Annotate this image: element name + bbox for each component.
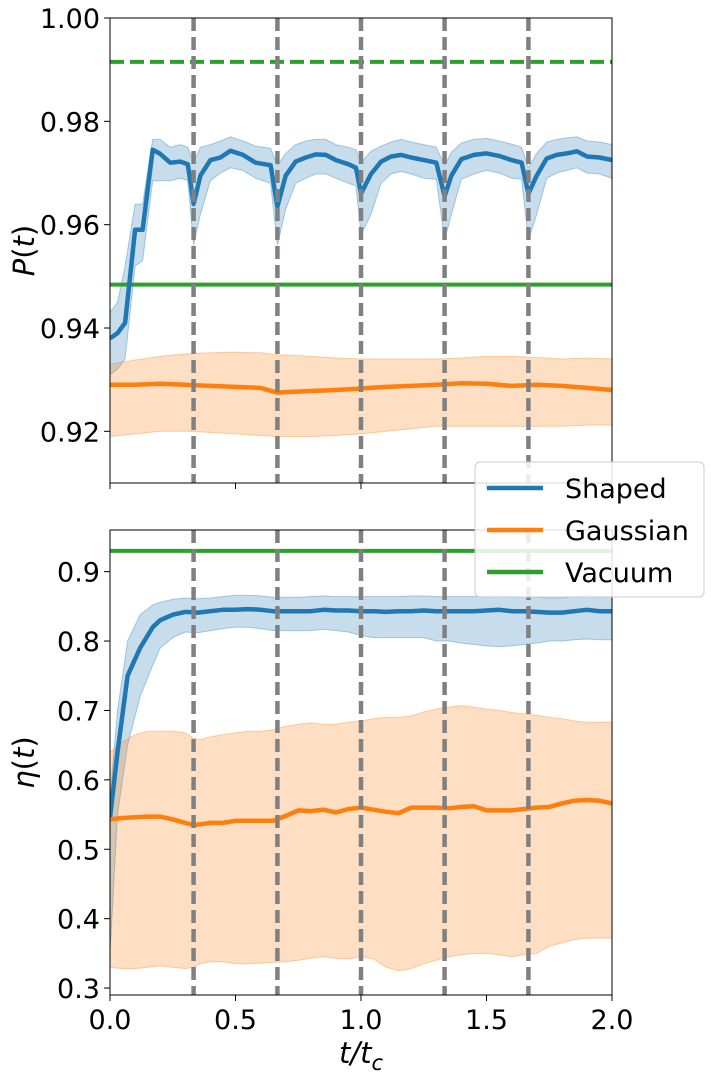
ytick-label-bottom-5: 0.8 [57,627,100,658]
ytick-label-bottom-3: 0.6 [57,766,100,797]
ytick-label-top-3: 0.98 [40,107,100,138]
xtick-label-bottom-4: 2.0 [591,1005,634,1036]
ytick-label-top-2: 0.96 [40,211,100,242]
ytick-label-bottom-1: 0.4 [57,905,100,936]
line-gaussian-top [110,381,612,395]
panel-top: 0.92 0.94 0.96 0.98 1.00 P(t) [7,4,613,489]
plot-area-top [110,18,612,483]
legend-label-vacuum: Vacuum [565,558,673,589]
ytick-label-bottom-4: 0.7 [57,696,100,727]
ylabel-top: P(t) [7,225,41,277]
xtick-label-bottom-0: 0.0 [89,1005,132,1036]
xtick-label-bottom-1: 0.5 [214,1005,257,1036]
legend-label-gaussian: Gaussian [565,516,689,547]
legend-box [474,461,705,598]
xtick-label-bottom-2: 1.0 [340,1005,383,1036]
ytick-label-bottom-2: 0.5 [57,835,100,866]
ytick-label-top-0: 0.92 [40,417,100,448]
band-shaped-bottom [110,594,612,954]
ytick-label-top-1: 0.94 [40,314,100,345]
ylabel-bottom: η(t) [7,736,41,788]
plot-area-bottom [110,530,612,995]
xlabel-bottom: t/tc [339,1036,384,1072]
line-shaped-top [110,147,612,341]
band-gaussian-top [110,351,612,438]
ytick-label-bottom-0: 0.3 [57,974,100,1005]
ytick-label-top-4: 1.00 [40,4,100,35]
legend: Shaped Gaussian Vacuum [474,461,705,598]
xtick-label-bottom-3: 1.5 [465,1005,508,1036]
ytick-label-bottom-6: 0.9 [57,558,100,589]
legend-label-shaped: Shaped [565,474,667,505]
